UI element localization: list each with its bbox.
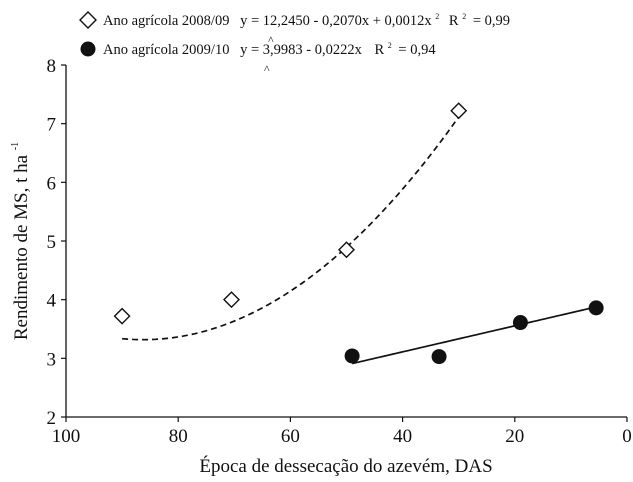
- x-tick-label: 100: [52, 426, 81, 447]
- ticks: 100 80 60 40 20 0 2 3 4 5 6 7 8: [47, 56, 632, 447]
- legend-item-2008-09: Ano agrícola 2008/09 y = 12,2450 - 0,207…: [79, 7, 510, 29]
- legend-series-name: Ano agrícola 2008/09: [103, 13, 229, 29]
- data-point-series-2: [344, 348, 360, 364]
- data-point-series-1: [113, 307, 131, 325]
- data-point-series-1: [223, 291, 240, 309]
- fit-lines: [122, 116, 594, 365]
- svg-text:Ano agrícola 2009/10 y: Ano agrícola 2009/10 y = 3,9983 - 0,0222…: [103, 36, 436, 58]
- x-tick-label: 40: [393, 426, 412, 447]
- axes: [65, 65, 627, 418]
- x-tick-label: 60: [281, 426, 300, 447]
- y-tick-label: 7: [47, 115, 57, 136]
- legend-equation: y = 3,9983 - 0,0222x: [240, 42, 363, 58]
- y-axis-label: Rendimento de MS, t ha: [11, 154, 32, 340]
- legend-r2-value: = 0,94: [398, 42, 436, 58]
- data-point-series-2: [588, 300, 604, 316]
- y-tick-label: 5: [47, 232, 57, 253]
- data-point-series-1: [338, 241, 355, 259]
- data-point-series-2: [431, 349, 447, 365]
- legend-series-name: Ano agrícola 2009/10: [103, 42, 229, 58]
- legend-item-2009-10: Ano agrícola 2009/10 y = 3,9983 - 0,0222…: [80, 33, 436, 76]
- legend-circle-marker: [80, 41, 96, 57]
- x-axis-label: Época de dessecação do azevém, DAS: [199, 455, 492, 477]
- x-tick-label: 0: [622, 426, 632, 447]
- legend-equation: y = 12,2450 - 0,2070x + 0,0012x: [240, 13, 432, 29]
- legend-r2-superscript: 2: [462, 12, 466, 21]
- y-tick-label: 8: [47, 56, 57, 77]
- legend-r2-superscript: 2: [388, 41, 392, 50]
- legend-r2-label: R: [374, 42, 384, 58]
- y-axis-label-group: Rendimento de MS, t ha -1: [10, 142, 32, 340]
- x-tick-label: 80: [169, 426, 188, 447]
- y-tick-label: 4: [47, 291, 57, 312]
- legend: Ano agrícola 2008/09 y = 12,2450 - 0,207…: [79, 7, 510, 76]
- fit-line-series-2: [351, 306, 594, 365]
- data-points: [113, 102, 604, 365]
- fit-line-series-1: [122, 116, 460, 341]
- y-axis-label-superscript: -1: [10, 142, 21, 150]
- y-tick-label: 3: [47, 349, 57, 370]
- legend-r2-label: R: [449, 13, 459, 29]
- data-point-series-1: [450, 102, 468, 120]
- legend-equation-superscript: 2: [435, 12, 439, 21]
- legend-hat-above: ^: [268, 33, 274, 47]
- data-point-series-2: [512, 315, 528, 331]
- svg-text:Ano agrícola 2008/09 y: Ano agrícola 2008/09 y = 12,2450 - 0,207…: [103, 7, 510, 29]
- svg-text:Rendimento de MS, t ha -: Rendimento de MS, t ha -1: [10, 142, 32, 340]
- legend-diamond-marker: [79, 11, 97, 29]
- x-tick-label: 20: [505, 426, 524, 447]
- legend-hat-below: ^: [264, 62, 270, 76]
- y-tick-label: 2: [47, 408, 57, 429]
- legend-r2-value: = 0,99: [473, 13, 510, 29]
- y-tick-label: 6: [47, 173, 57, 194]
